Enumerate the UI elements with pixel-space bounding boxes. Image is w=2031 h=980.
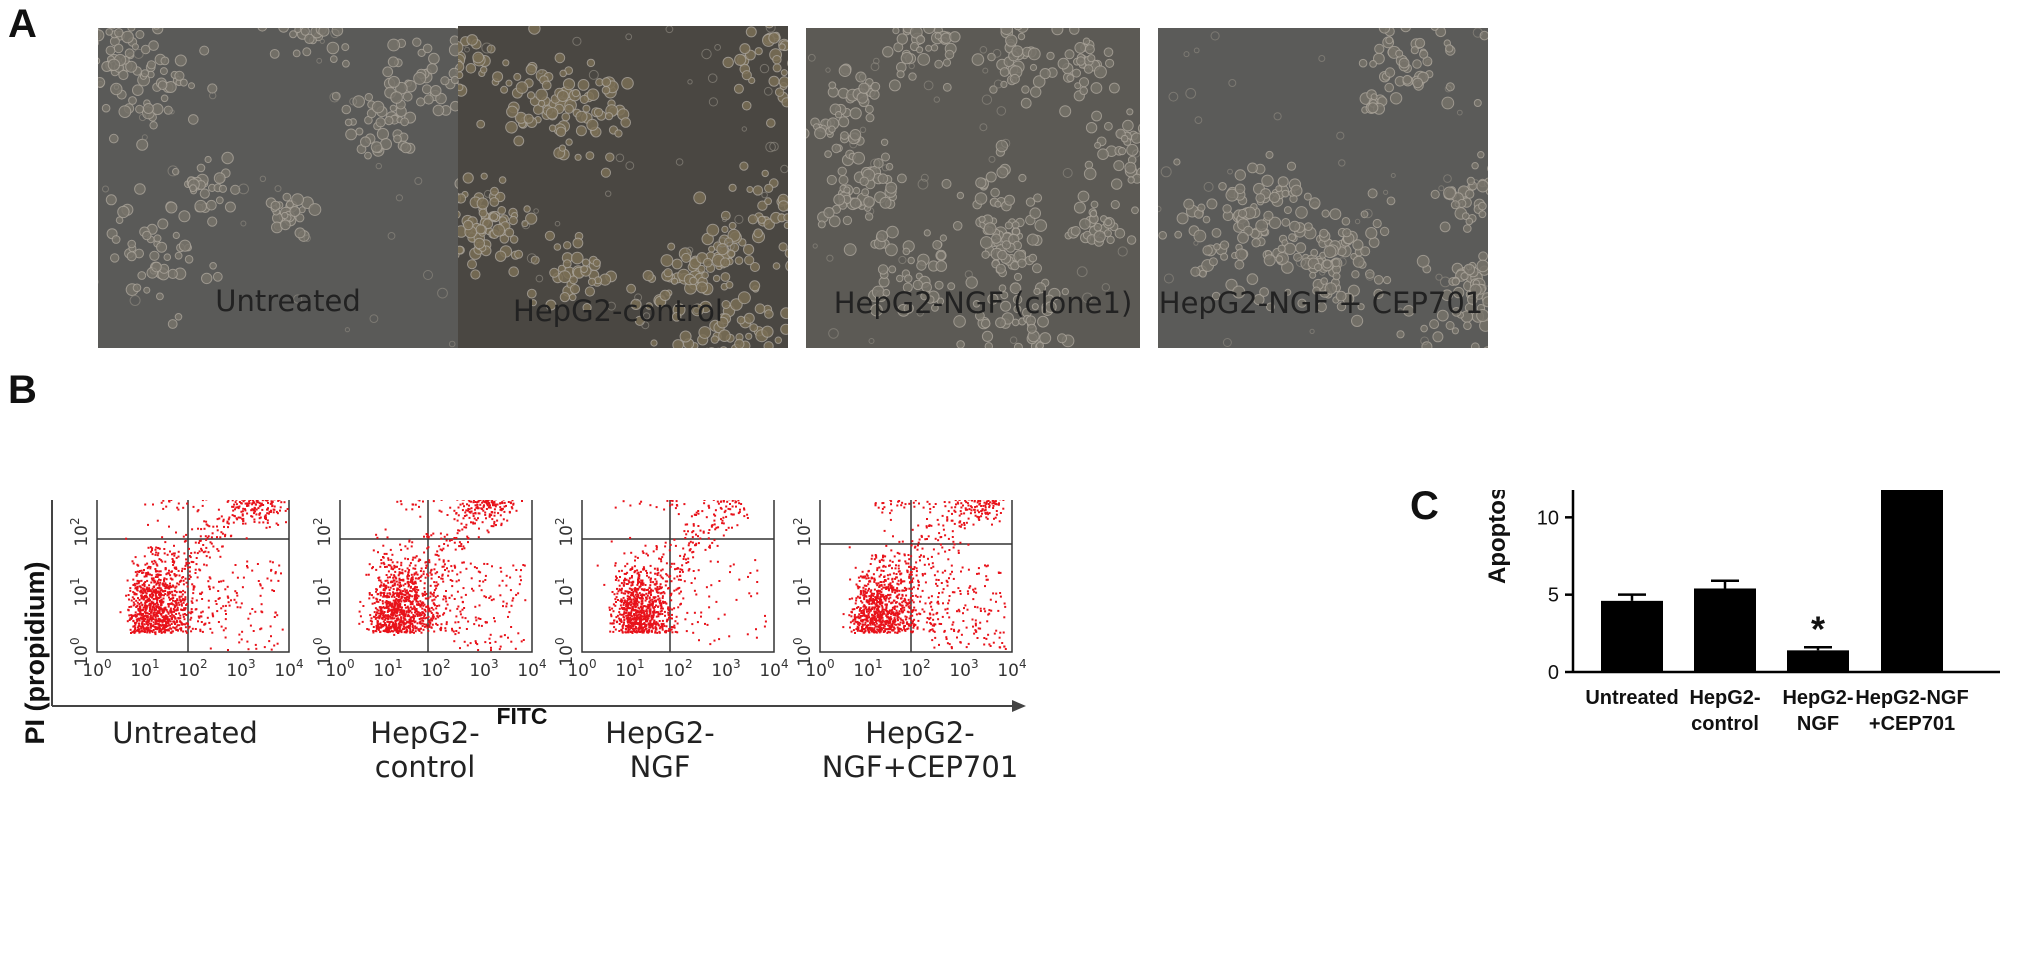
flow-y-tick-label: 101 <box>311 577 335 606</box>
flow-y-axis-label: PI (propidium) <box>20 562 50 745</box>
micrograph-hepg2-ngf-cep701 <box>1158 28 1488 348</box>
bar-category-label: Untreated <box>1585 687 1678 709</box>
flow-y-tick-label: 100 <box>311 637 335 666</box>
flow-x-tick-label: 103 <box>469 657 498 681</box>
bar-y-axis-label: Apoptosis ratio (%) <box>1484 490 1511 584</box>
flow-plot-1: 100100101101102102103103104104 <box>311 500 547 681</box>
micrograph-caption-hepg2-control: HepG2-control <box>513 294 723 328</box>
flow-cytometry-plots: PI (propidium) FITC 100 100 101 101 102 102 10… <box>20 500 1027 745</box>
bar-category-label: control <box>1691 713 1759 735</box>
flow-x-tick-label: 103 <box>711 657 740 681</box>
flow-x-tick-label: 101 <box>853 657 882 681</box>
flow-y-tick-label: 102 <box>311 517 335 546</box>
flow-x-tick-label: 102 <box>421 657 450 681</box>
flow-y-tick-label: 102 <box>553 517 577 546</box>
flow-x-tick-label: 104 <box>759 657 788 681</box>
flow-caption-hepg2-ngf: HepG2-NGF <box>605 716 715 784</box>
flow-plot-2: 100100101101102102103103104104 <box>553 500 789 681</box>
micrograph-hepg2-control <box>458 26 788 348</box>
flow-x-tick-label: 102 <box>663 657 692 681</box>
bar-category-label: HepG2- <box>1689 687 1760 709</box>
panel-label-a: A <box>8 2 37 46</box>
flow-caption-hepg2-control: HepG2-control <box>370 716 480 784</box>
apoptosis-bar-chart: Apoptosis ratio (%) 051015UntreatedHepG2… <box>1484 490 2000 735</box>
flow-axes-frame <box>51 500 1026 712</box>
flow-x-tick-label: 104 <box>274 657 303 681</box>
flow-x-tick-label: 104 <box>997 657 1026 681</box>
bar <box>1601 600 1663 672</box>
bar <box>1881 490 1943 672</box>
flow-y-tick-label: 101 <box>553 577 577 606</box>
bar-category-label: HepG2- <box>1782 687 1853 709</box>
flow-x-tick-label: 101 <box>615 657 644 681</box>
flow-x-tick-label: 102 <box>901 657 930 681</box>
flow-plot-3: 100100101101102102103103104104 <box>791 500 1027 681</box>
bar <box>1694 588 1756 672</box>
significance-marker: * <box>1811 608 1825 649</box>
flow-x-tick-label: 104 <box>517 657 546 681</box>
flow-y-tick-label: 102 <box>791 517 815 546</box>
flow-caption-untreated: Untreated <box>112 716 258 750</box>
bar-category-label: NGF <box>1797 713 1839 735</box>
micrograph-caption-hepg2-ngf-cep701: HepG2-NGF + CEP701 <box>1158 286 1484 320</box>
bar-y-tick-label: 10 <box>1537 507 1559 529</box>
flow-y-tick-label: 100 <box>68 637 92 666</box>
flow-x-tick-label: 103 <box>949 657 978 681</box>
flow-caption-hepg2-ngf-cep701: HepG2-NGF+CEP701 <box>821 716 1019 784</box>
flow-x-tick-label: 101 <box>130 657 159 681</box>
bar-category-label: HepG2-NGF <box>1855 687 1968 709</box>
flow-x-axis-label: FITC <box>496 703 547 729</box>
flow-y-tick-label: 102 <box>68 517 92 546</box>
bar <box>1787 650 1849 672</box>
micrograph-hepg2-ngf-clone1 <box>806 28 1140 348</box>
bar-y-tick-label: 0 <box>1548 662 1559 684</box>
panel-label-b: B <box>8 368 37 412</box>
bar-category-label: +CEP701 <box>1869 713 1955 735</box>
flow-y-tick-label: 101 <box>68 577 92 606</box>
flow-y-tick-label: 100 <box>791 637 815 666</box>
flow-x-tick-label: 101 <box>373 657 402 681</box>
flow-x-tick-label: 102 <box>178 657 207 681</box>
bar-y-tick-label: 5 <box>1548 585 1559 607</box>
micrograph-caption-hepg2-ngf-clone1: HepG2-NGF (clone1) <box>833 286 1133 320</box>
flow-y-tick-label: 101 <box>791 577 815 606</box>
flow-x-tick-label: 103 <box>226 657 255 681</box>
micrograph-caption-untreated: Untreated <box>215 284 361 318</box>
flow-y-tick-label: 100 <box>553 637 577 666</box>
panel-label-c: C <box>1410 484 1439 528</box>
flow-plot-0: 100100101101102102103103104104 <box>68 500 304 681</box>
